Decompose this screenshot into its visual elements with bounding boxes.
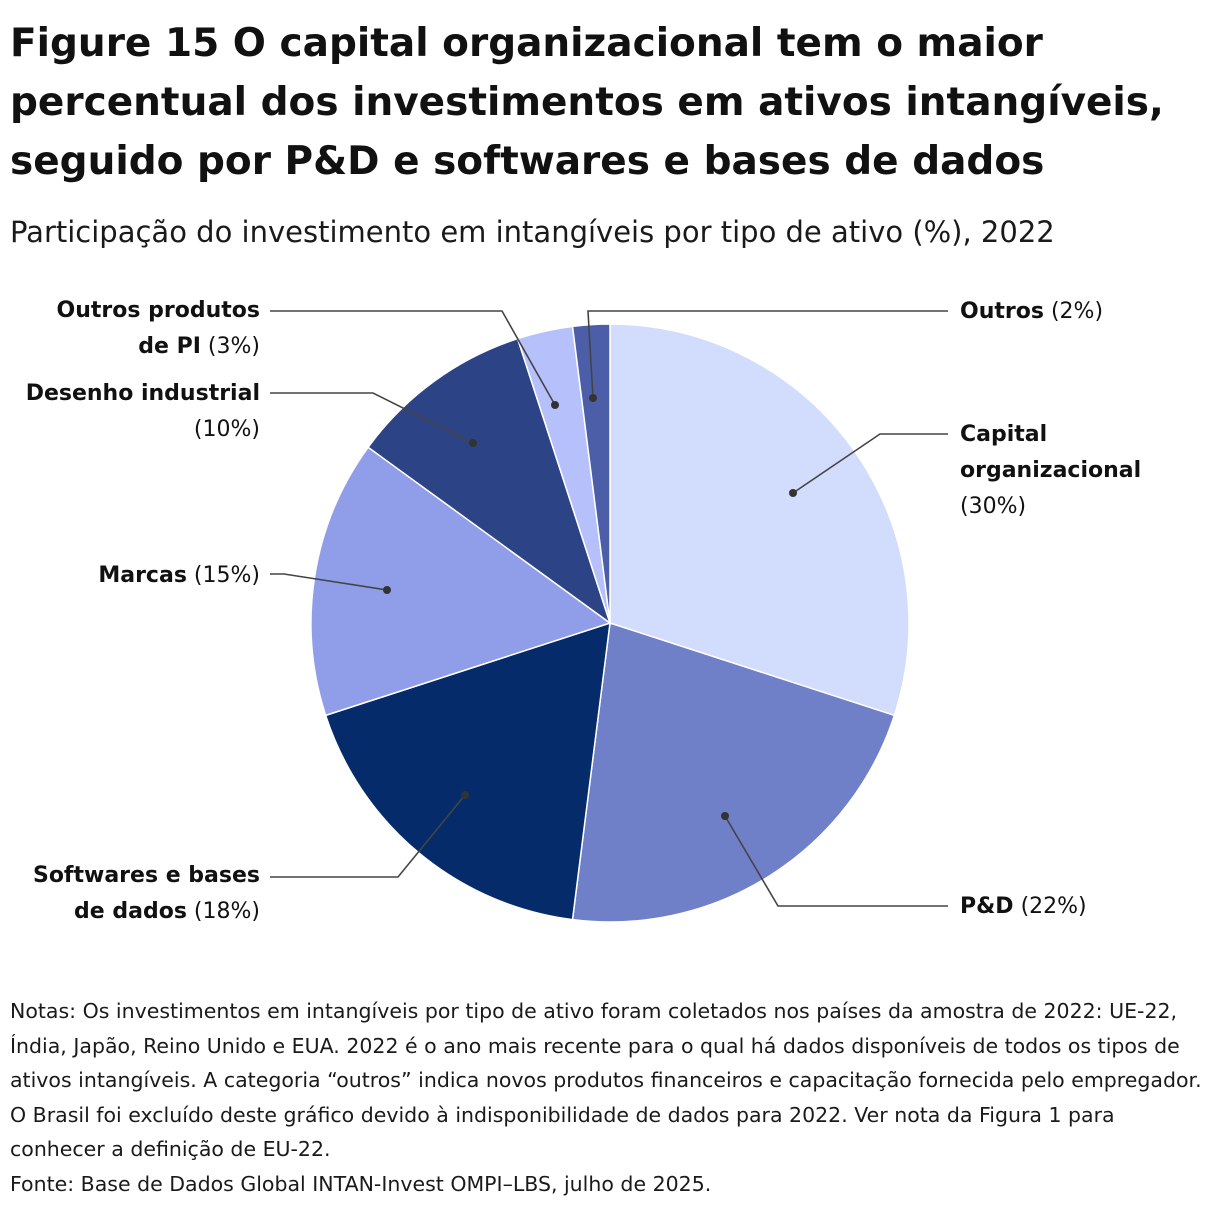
- label-outros: Outros (2%): [960, 294, 1210, 330]
- label-marcas-pct: (15%): [193, 563, 260, 588]
- label-software-name1: Softwares e bases: [32, 863, 260, 888]
- pie-slice-outros: [571, 323, 611, 624]
- label-outros-produtos-pi: Outros produtos de PI (3%): [0, 293, 260, 365]
- label-pd-pct: (22%): [1020, 894, 1087, 919]
- leader-dot-marcas: [383, 586, 391, 594]
- leader-line-marcas: [270, 573, 388, 591]
- label-outros-pi-name1: Outros produtos: [56, 298, 260, 323]
- pie-slice-softwares-e-bases-de-dados: [324, 621, 611, 921]
- label-desenho-pct: (10%): [193, 417, 260, 442]
- leader-dot-software: [461, 791, 469, 799]
- source-text: Fonte: Base de Dados Global INTAN-Invest…: [10, 1171, 712, 1196]
- leader-dot-outros-pi: [551, 401, 559, 409]
- label-softwares: Softwares e bases de dados (18%): [0, 858, 260, 930]
- leader-line-outros: [587, 310, 948, 399]
- label-pd-name: P&D: [960, 894, 1014, 919]
- label-outros-pi-pct: (3%): [207, 334, 260, 359]
- label-pd: P&D (22%): [960, 889, 1210, 925]
- label-marcas: Marcas (15%): [0, 558, 260, 594]
- notes-block: Notas: Os investimentos em intangíveis p…: [10, 994, 1210, 1201]
- label-software-name2: de dados: [74, 899, 187, 924]
- label-outros-pi-name2: de PI: [138, 334, 201, 359]
- label-marcas-name: Marcas: [98, 563, 187, 588]
- leader-dot-desenho: [469, 439, 477, 447]
- leader-dot-pd: [721, 812, 729, 820]
- pie-slice-marcas: [310, 446, 612, 717]
- label-capital-name2: organizacional: [960, 458, 1142, 483]
- label-desenho-industrial: Desenho industrial (10%): [0, 376, 260, 448]
- leader-line-desenho: [270, 392, 474, 444]
- leader-lines: [270, 310, 948, 907]
- label-capital-pct: (30%): [960, 494, 1027, 519]
- leader-line-software: [270, 794, 466, 878]
- chart-title: Figure 15 O capital organizacional tem o…: [10, 21, 1164, 184]
- pie-slices: [310, 323, 910, 923]
- chart-subtitle: Participação do investimento em intangív…: [10, 215, 1055, 249]
- leader-dot-capital: [789, 489, 797, 497]
- pie-chart: [270, 310, 948, 923]
- pie-slice-p-d: [571, 622, 896, 923]
- leader-line-outros-pi: [270, 310, 556, 406]
- label-desenho-name: Desenho industrial: [25, 381, 260, 406]
- leader-dot-outros: [589, 394, 597, 402]
- leader-line-pd: [724, 815, 948, 907]
- notes-text: Notas: Os investimentos em intangíveis p…: [10, 999, 1202, 1161]
- label-outros-name: Outros: [960, 299, 1044, 324]
- pie-slice-capital-organizacional: [609, 323, 910, 717]
- leader-line-capital: [792, 433, 948, 494]
- label-capital-organizacional: Capital organizacional (30%): [960, 417, 1210, 525]
- label-software-pct: (18%): [193, 899, 260, 924]
- label-outros-pct: (2%): [1050, 299, 1104, 324]
- pie-slice-desenho-industrial: [367, 337, 612, 625]
- leader-dots: [383, 394, 797, 820]
- label-capital-name1: Capital: [960, 422, 1048, 447]
